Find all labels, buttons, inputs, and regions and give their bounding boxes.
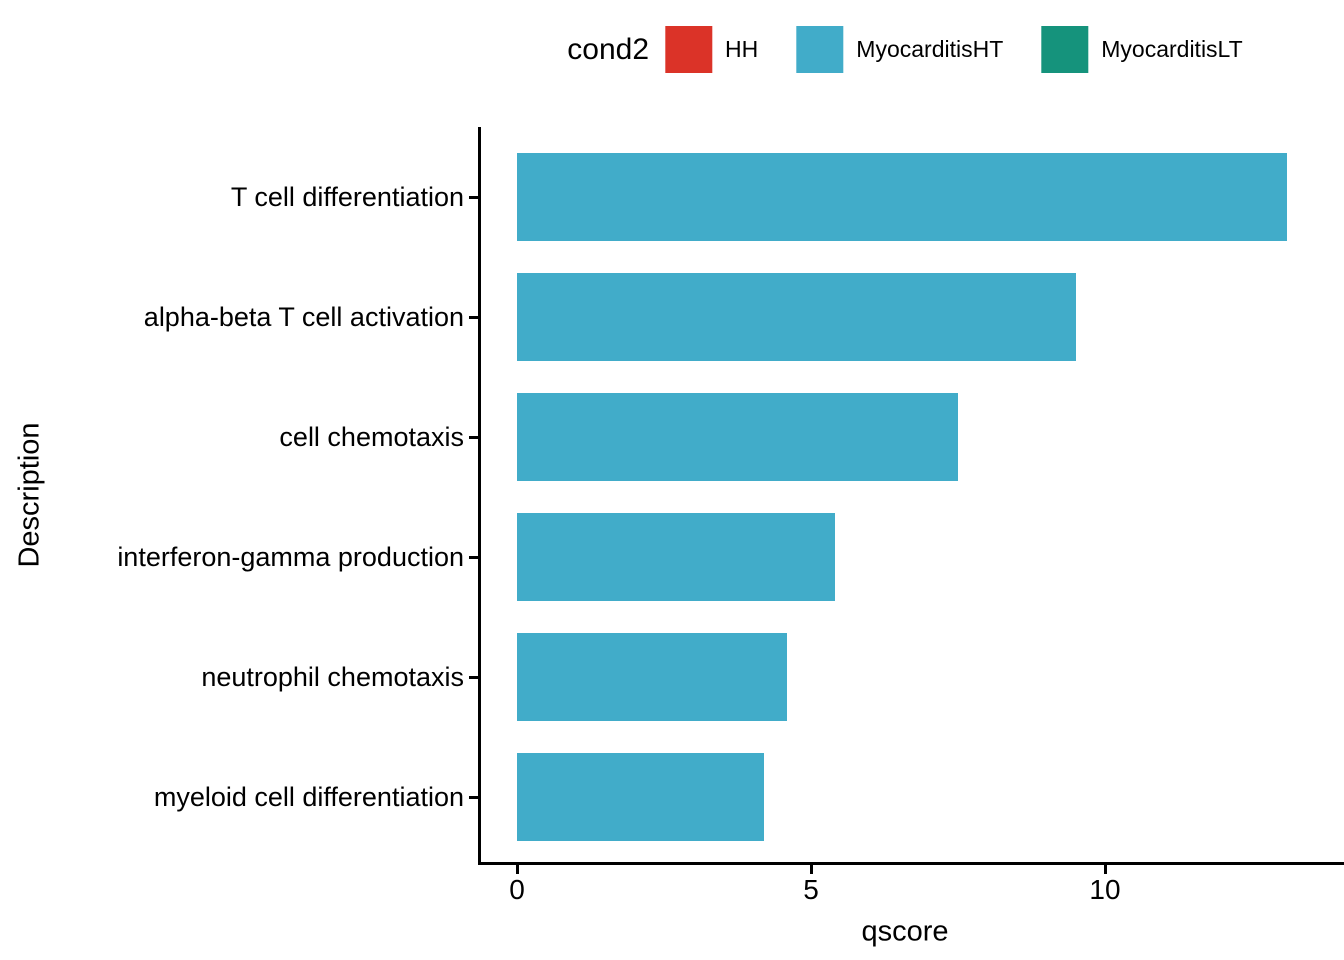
y-tick bbox=[469, 316, 478, 319]
x-tick bbox=[515, 865, 519, 874]
legend-item-myocarditislt: MyocarditisLT bbox=[1041, 26, 1243, 73]
y-axis-title: Description bbox=[13, 422, 46, 568]
y-axis-label-cell-chemotaxis: cell chemotaxis bbox=[279, 422, 464, 452]
legend-item-myocarditisht: MyocarditisHT bbox=[796, 26, 1003, 73]
y-tick bbox=[469, 436, 478, 439]
legend-label: HH bbox=[725, 36, 759, 62]
legend-item-hh: HH bbox=[665, 26, 758, 73]
x-axis-line bbox=[478, 862, 1344, 865]
y-axis-line bbox=[478, 127, 481, 865]
y-axis-label-neutrophil-chemotaxis: neutrophil chemotaxis bbox=[201, 662, 464, 692]
y-tick bbox=[469, 556, 478, 559]
y-tick bbox=[469, 796, 478, 799]
x-axis-tick-label: 10 bbox=[1089, 874, 1121, 905]
y-axis-label-interferon-gamma-production: interferon-gamma production bbox=[117, 542, 464, 572]
bar-cell-chemotaxis bbox=[517, 393, 958, 481]
legend-key-hh-swatch bbox=[665, 26, 713, 73]
legend-label: MyocarditisHT bbox=[856, 36, 1004, 62]
bar-t-cell-differentiation bbox=[517, 153, 1288, 241]
bar-myeloid-cell-differentiation bbox=[517, 753, 764, 841]
x-axis-tick-label: 0 bbox=[509, 874, 525, 905]
legend: cond2 HH MyocarditisHT MyocarditisLT bbox=[567, 26, 1243, 73]
bar-interferon-gamma-production bbox=[517, 513, 835, 601]
legend-label: MyocarditisLT bbox=[1101, 36, 1243, 62]
y-tick bbox=[469, 676, 478, 679]
bar-alpha-beta-t-cell-activation bbox=[517, 273, 1076, 361]
x-tick bbox=[1103, 865, 1107, 874]
x-axis-tick-label: 5 bbox=[803, 874, 819, 905]
legend-key-myocarditislt-swatch bbox=[1041, 26, 1089, 73]
legend-key-myocarditisht-swatch bbox=[796, 26, 844, 73]
legend-items: HH MyocarditisHT MyocarditisLT bbox=[665, 26, 1243, 73]
y-tick bbox=[469, 196, 478, 199]
legend-title: cond2 bbox=[567, 32, 650, 66]
y-axis-label-alpha-beta-t-cell-activation: alpha-beta T cell activation bbox=[143, 302, 464, 332]
x-tick bbox=[809, 865, 813, 874]
y-axis-label-t-cell-differentiation: T cell differentiation bbox=[230, 182, 464, 212]
bar-neutrophil-chemotaxis bbox=[517, 633, 788, 721]
x-axis-title: qscore bbox=[861, 915, 949, 948]
y-axis-label-myeloid-cell-differentiation: myeloid cell differentiation bbox=[153, 782, 464, 812]
